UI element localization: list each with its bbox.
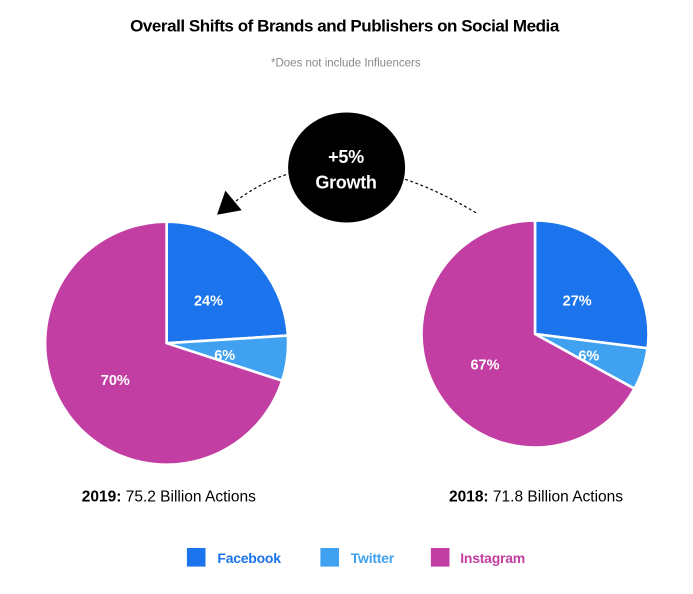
- svg-text:6%: 6%: [578, 349, 599, 365]
- svg-text:Overall Shifts of Brands and P: Overall Shifts of Brands and Publishers …: [130, 17, 560, 36]
- svg-text:6%: 6%: [214, 348, 235, 364]
- svg-text:Facebook: Facebook: [217, 550, 281, 566]
- svg-text:27%: 27%: [563, 293, 592, 309]
- svg-text:24%: 24%: [194, 293, 223, 309]
- svg-text:*Does not include Influencers: *Does not include Influencers: [271, 58, 421, 70]
- svg-text:2019: 75.2 Billion Actions: 2019: 75.2 Billion Actions: [82, 489, 256, 506]
- svg-text:70%: 70%: [101, 373, 130, 389]
- svg-text:67%: 67%: [470, 357, 499, 373]
- svg-text:Instagram: Instagram: [460, 550, 525, 566]
- svg-text:+5%: +5%: [328, 147, 364, 167]
- svg-text:2018: 71.8 Billion Actions: 2018: 71.8 Billion Actions: [449, 489, 623, 506]
- svg-text:Twitter: Twitter: [351, 550, 395, 566]
- svg-text:Growth: Growth: [315, 173, 376, 193]
